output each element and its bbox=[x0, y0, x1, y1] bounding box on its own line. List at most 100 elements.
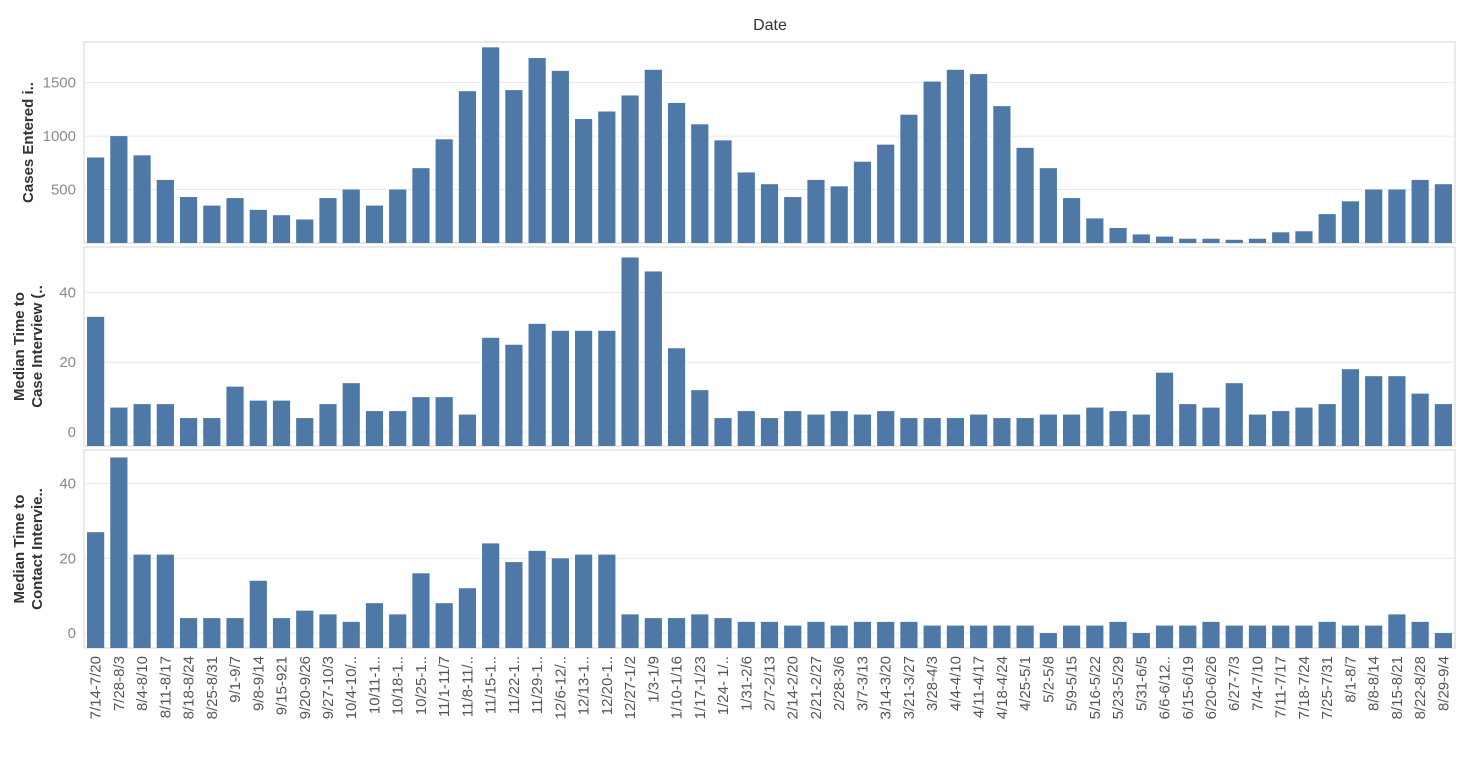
bar bbox=[598, 554, 616, 648]
y-tick-label: 0 bbox=[68, 625, 76, 642]
x-tick-label: 8/4-8/10 bbox=[134, 656, 151, 711]
bar bbox=[1016, 147, 1034, 243]
bar bbox=[458, 414, 477, 446]
bar bbox=[1388, 614, 1406, 648]
x-tick-label: 2/14-2/20 bbox=[785, 656, 802, 719]
bar bbox=[203, 618, 221, 648]
x-tick-label: 1/3-1/9 bbox=[645, 656, 662, 703]
bar bbox=[575, 554, 593, 648]
bar bbox=[110, 407, 128, 446]
x-tick-label: 8/15-8/21 bbox=[1389, 656, 1406, 719]
bar bbox=[598, 330, 616, 446]
bar bbox=[133, 554, 151, 648]
x-tick-label: 5/9-5/15 bbox=[1064, 656, 1081, 711]
bar bbox=[458, 588, 477, 648]
bar bbox=[1016, 625, 1034, 648]
bar bbox=[342, 383, 360, 446]
x-tick-label: 7/4-7/10 bbox=[1249, 656, 1266, 711]
bar bbox=[272, 400, 291, 446]
x-tick-label: 2/28-3/6 bbox=[831, 656, 848, 711]
bar bbox=[1039, 633, 1057, 648]
x-tick-label: 3/21-3/27 bbox=[901, 656, 918, 719]
bar bbox=[1272, 232, 1290, 243]
x-tick-label: 9/27-10/3 bbox=[320, 656, 337, 719]
bar bbox=[970, 625, 988, 648]
bar bbox=[900, 418, 918, 446]
bar bbox=[1248, 238, 1267, 243]
bar bbox=[1202, 407, 1220, 446]
bar bbox=[226, 386, 244, 446]
bar bbox=[830, 411, 848, 446]
bar bbox=[156, 554, 174, 648]
bar bbox=[621, 257, 639, 446]
bar bbox=[1086, 625, 1104, 648]
x-tick-label: 5/23-5/29 bbox=[1110, 656, 1127, 719]
bar bbox=[1155, 236, 1174, 243]
bar bbox=[1318, 214, 1336, 243]
bar bbox=[1109, 228, 1127, 243]
bar bbox=[319, 614, 337, 648]
bar bbox=[435, 603, 453, 648]
x-tick-label: 1/17-1/23 bbox=[692, 656, 709, 719]
bar bbox=[458, 91, 477, 244]
x-tick-label: 3/14-3/20 bbox=[878, 656, 895, 719]
bar bbox=[156, 179, 174, 243]
bar bbox=[1225, 383, 1243, 446]
bar bbox=[1155, 625, 1174, 648]
bar bbox=[621, 614, 639, 648]
bar bbox=[1086, 218, 1104, 243]
bar bbox=[296, 219, 314, 243]
bar bbox=[110, 136, 128, 243]
bar bbox=[784, 625, 802, 648]
bar bbox=[551, 558, 569, 648]
x-tick-label: 4/18-4/24 bbox=[994, 656, 1011, 719]
x-tick-label: 3/7-3/13 bbox=[854, 656, 871, 711]
bar bbox=[203, 205, 221, 243]
bar bbox=[1109, 621, 1127, 648]
y-axis-title: Median Time toCase Interview (.. bbox=[11, 285, 46, 408]
bar bbox=[923, 418, 941, 446]
bar bbox=[598, 111, 616, 243]
x-tick-label: 6/6-6/12.. bbox=[1157, 656, 1174, 719]
x-tick-label: 2/7-2/13 bbox=[762, 656, 779, 711]
x-tick-label: 2/21-2/27 bbox=[808, 656, 825, 719]
bar bbox=[621, 95, 639, 243]
bar bbox=[923, 81, 941, 244]
bar bbox=[249, 400, 267, 446]
bar bbox=[877, 621, 895, 648]
bar bbox=[133, 404, 151, 446]
bar bbox=[575, 118, 593, 243]
bar bbox=[412, 573, 430, 648]
bar bbox=[667, 618, 686, 648]
x-tick-label: 1/24- 1/.. bbox=[715, 656, 732, 715]
bar bbox=[272, 618, 291, 648]
bar bbox=[249, 209, 267, 243]
bar bbox=[1179, 238, 1197, 243]
y-tick-label: 20 bbox=[59, 354, 76, 371]
bar bbox=[179, 197, 198, 243]
x-tick-label: 9/1-9/7 bbox=[227, 656, 244, 703]
chart-header-title: Date bbox=[753, 17, 787, 34]
bar bbox=[1388, 189, 1406, 243]
x-tick-label: 1/31-2/6 bbox=[738, 656, 755, 711]
x-tick-label: 6/20-6/26 bbox=[1203, 656, 1220, 719]
bar bbox=[1434, 184, 1452, 243]
bar bbox=[1179, 625, 1197, 648]
bar bbox=[923, 625, 941, 648]
x-tick-label: 11/1-11/7 bbox=[436, 656, 453, 717]
bar bbox=[737, 411, 755, 446]
bar bbox=[1248, 625, 1267, 648]
x-tick-label: 5/31-6/5 bbox=[1133, 656, 1150, 711]
x-tick-label: 10/25-1.. bbox=[413, 656, 430, 715]
bar bbox=[226, 618, 244, 648]
bar bbox=[807, 414, 825, 446]
bar bbox=[1411, 621, 1429, 648]
bar bbox=[760, 621, 779, 648]
bar bbox=[691, 390, 709, 446]
bar bbox=[993, 418, 1011, 446]
x-tick-label: 11/29-1.. bbox=[529, 656, 546, 714]
bar bbox=[737, 621, 755, 648]
bar bbox=[784, 197, 802, 243]
bar bbox=[505, 344, 523, 446]
